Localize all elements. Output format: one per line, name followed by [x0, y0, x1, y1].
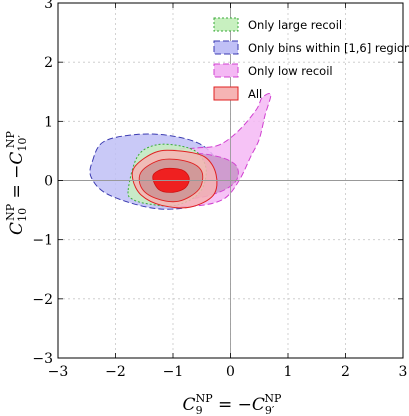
- legend-label: Only low recoil: [248, 64, 333, 78]
- x-tick-label: −3: [48, 364, 69, 380]
- ticks: −3 −2 −1 0 1 2 3 −3 −2 −1 0 1 2 3: [32, 0, 407, 380]
- y-tick-label: 0: [44, 174, 53, 190]
- contour-regions: [89, 93, 272, 210]
- legend-swatch: [213, 40, 239, 55]
- y-tick-label: −3: [32, 351, 53, 367]
- legend-label: Only large recoil: [248, 18, 342, 32]
- x-tick-label: 2: [341, 364, 350, 380]
- x-tick-label: 3: [399, 364, 408, 380]
- x-tick-label: −2: [105, 364, 126, 380]
- y-tick-label: −1: [32, 233, 53, 249]
- y-tick-label: −2: [32, 292, 53, 308]
- legend-label: All: [248, 87, 262, 101]
- y-tick-label: 2: [44, 55, 53, 71]
- y-axis-title: C10NP = −C10′NP: [4, 130, 29, 234]
- y-tick-label: 1: [44, 114, 53, 130]
- x-axis-title: C9NP = −C9′NP: [183, 392, 282, 416]
- legend-swatch: [213, 63, 239, 78]
- legend-swatch: [213, 17, 239, 32]
- x-tick-label: 1: [284, 364, 293, 380]
- legend: Only large recoil Only bins within [1,6] …: [213, 17, 409, 101]
- x-tick-label: −1: [163, 364, 184, 380]
- y-tick-label: 3: [44, 0, 53, 12]
- legend-swatch: [213, 86, 239, 101]
- x-tick-label: 0: [226, 364, 235, 380]
- zero-axes: [58, 3, 403, 358]
- legend-label: Only bins within [1,6] region: [248, 41, 409, 55]
